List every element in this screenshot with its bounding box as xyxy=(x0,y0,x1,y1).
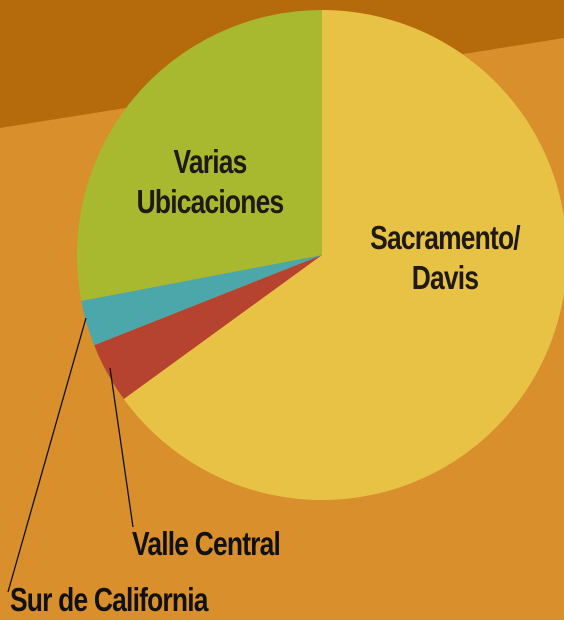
pie-slice xyxy=(76,10,322,301)
slice-label: Valle Central xyxy=(132,525,281,562)
pie-slice xyxy=(81,255,322,346)
pie xyxy=(76,10,564,500)
slice-label: Sur de California xyxy=(10,581,208,618)
slice-label: Sacramento/ Davis xyxy=(370,219,520,296)
leader-line xyxy=(7,317,87,593)
slice-label: Varias Ubicaciones xyxy=(136,143,285,220)
leader-line xyxy=(109,367,134,528)
pie-slice xyxy=(123,10,564,500)
pie-slice xyxy=(94,255,322,400)
